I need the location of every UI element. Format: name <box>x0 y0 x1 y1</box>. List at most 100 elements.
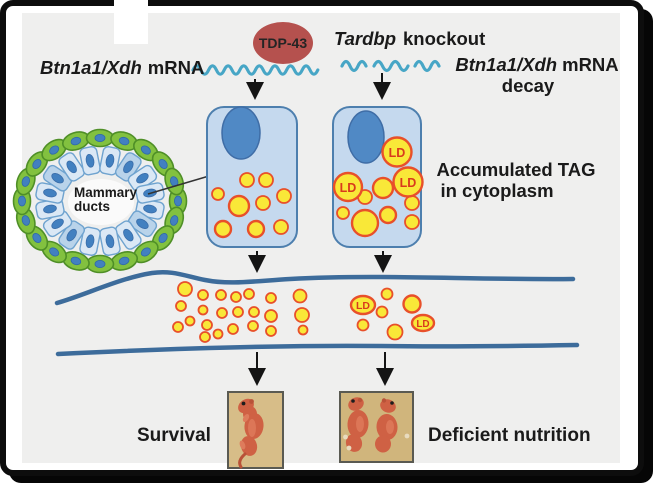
mrna-suffix: mRNA <box>562 54 619 75</box>
knockout-cell: LD LD LD <box>332 106 424 248</box>
cell-nucleus <box>136 173 149 184</box>
lipid-droplet <box>247 320 259 332</box>
ear <box>249 399 254 404</box>
cell-nucleus <box>85 234 95 249</box>
gene-name: Btn1a1/Xdh <box>40 57 142 78</box>
cell-nucleus <box>347 110 385 164</box>
mrna-waves <box>191 59 441 76</box>
lipid-droplet <box>172 321 184 333</box>
lipid-droplet <box>273 219 289 235</box>
cell-nucleus <box>105 153 115 168</box>
cell-nucleus <box>105 234 115 249</box>
epithelial-cell <box>79 226 101 256</box>
mrna-decay-label-line2: decay <box>502 75 555 96</box>
epithelial-cell <box>58 220 85 250</box>
cell-nucleus <box>136 218 149 229</box>
ld-badge: LD <box>381 136 413 168</box>
cell-nucleus <box>94 260 106 269</box>
eye <box>351 399 355 403</box>
epithelial-cell <box>115 220 142 250</box>
cell-nucleus <box>143 204 157 214</box>
lipid-droplet <box>212 328 224 340</box>
tardbp-knockout-label: Tardbp knockout <box>334 28 485 49</box>
epithelial-cell <box>127 210 158 238</box>
cell-nucleus <box>140 145 151 155</box>
lipid-droplet <box>201 319 213 331</box>
tdp43-label: TDP-43 <box>259 35 307 51</box>
mammary-duct-ring <box>12 128 188 274</box>
lipid-droplet <box>292 288 308 304</box>
cell-nucleus <box>118 136 130 146</box>
survival-label: Survival <box>137 425 211 446</box>
lipid-droplet <box>227 194 251 218</box>
epithelial-cell <box>99 226 121 256</box>
lipid-droplet <box>404 214 420 230</box>
cell-nucleus <box>70 136 82 146</box>
duct-lower-wall <box>55 342 580 357</box>
lipid-droplet <box>230 291 242 303</box>
lipid-droplet <box>258 172 274 188</box>
lipid-droplet <box>378 205 398 225</box>
cell-nucleus <box>66 228 77 242</box>
lipid-droplet <box>184 315 196 327</box>
cell-nucleus <box>43 188 57 198</box>
wildtype-cell <box>206 106 298 248</box>
epithelial-cell <box>79 146 101 176</box>
mrna-decay-label-line1: Btn1a1/Xdh mRNA <box>455 54 618 75</box>
cell-nucleus <box>32 159 42 169</box>
lipid-droplet <box>239 172 255 188</box>
gene-name: Btn1a1/Xdh <box>455 54 557 75</box>
cell-nucleus <box>123 160 134 174</box>
cell-nucleus <box>70 256 82 266</box>
gene-name: Tardbp <box>334 28 396 49</box>
lipid-droplet <box>264 309 278 323</box>
ld-label: LD <box>389 146 406 160</box>
cell-nucleus <box>66 160 77 174</box>
mouse-pup-illustration <box>375 398 410 453</box>
accumulated-tag-line1: Accumulated TAG <box>437 159 596 180</box>
mouse-photo-deficient <box>339 391 414 463</box>
eye <box>241 401 246 406</box>
lipid-droplet <box>375 305 389 319</box>
cell-nucleus <box>118 256 130 266</box>
lipid-droplet <box>213 219 233 239</box>
cell-nucleus <box>49 247 60 257</box>
ld-badge: LD <box>410 313 436 333</box>
lipid-droplet <box>246 219 266 239</box>
ear <box>381 398 387 403</box>
cell-nucleus <box>51 218 64 229</box>
cell-nucleus <box>174 195 183 207</box>
lipid-droplet <box>350 208 380 238</box>
cell-nucleus <box>21 215 30 226</box>
epithelial-cell <box>99 146 121 176</box>
cell-nucleus <box>221 106 261 160</box>
lipid-droplet <box>265 325 277 337</box>
epithelial-cell <box>42 210 73 238</box>
cell-nucleus <box>21 176 30 187</box>
lipid-droplet <box>227 323 239 335</box>
ear <box>357 397 363 403</box>
epithelial-cell <box>42 164 73 192</box>
lipid-droplet <box>197 289 209 301</box>
lipid-droplet <box>243 288 255 300</box>
lipid-droplet <box>197 304 209 316</box>
ld-label: LD <box>400 176 417 190</box>
secreted-droplets-group <box>172 281 310 343</box>
lipid-droplets-group <box>336 176 420 238</box>
epithelial-cell <box>115 152 142 182</box>
ld-badge: LD <box>332 171 364 203</box>
left-mrna-label: Btn1a1/Xdh mRNA <box>40 57 204 78</box>
lipid-droplet <box>386 323 404 341</box>
ld-label: LD <box>356 300 370 312</box>
mammary-ducts-label-line1: Mammary <box>74 185 138 200</box>
lipid-droplet <box>380 287 394 301</box>
cell-nucleus <box>49 145 60 155</box>
lipid-droplet <box>211 187 225 201</box>
lipid-droplet <box>175 300 187 312</box>
knockout-suffix: knockout <box>403 28 485 49</box>
cell-nucleus <box>43 204 57 214</box>
lipid-droplet <box>177 281 193 297</box>
ld-label: LD <box>416 319 429 330</box>
cell-nucleus <box>158 159 168 169</box>
accumulated-tag-line2: in cytoplasm <box>440 180 553 201</box>
